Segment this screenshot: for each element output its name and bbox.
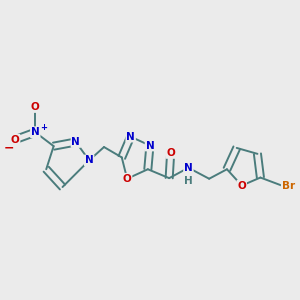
Text: O: O [11, 135, 20, 145]
Text: Br: Br [282, 181, 295, 190]
Text: O: O [237, 181, 246, 190]
Text: N: N [184, 163, 193, 173]
Text: N: N [71, 137, 80, 147]
Text: O: O [123, 174, 131, 184]
Text: N: N [31, 127, 40, 137]
Text: N: N [85, 155, 94, 165]
Text: +: + [40, 123, 47, 132]
Text: O: O [166, 148, 175, 158]
Text: N: N [126, 132, 135, 142]
Text: H: H [184, 176, 193, 186]
Text: O: O [31, 102, 40, 112]
Text: −: − [4, 141, 14, 154]
Text: N: N [146, 141, 154, 151]
